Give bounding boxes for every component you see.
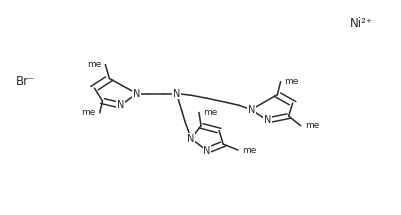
Text: me: me (284, 77, 298, 86)
Text: me: me (304, 121, 318, 130)
Text: Br⁻: Br⁻ (16, 75, 35, 88)
Text: N: N (133, 89, 140, 98)
Text: N: N (247, 105, 254, 115)
Text: me: me (81, 108, 95, 117)
Text: N: N (117, 100, 124, 110)
Text: me: me (241, 146, 256, 155)
Text: N: N (263, 115, 270, 125)
Text: N: N (203, 146, 210, 155)
Text: N: N (187, 134, 194, 144)
Text: N: N (173, 89, 180, 98)
Text: me: me (203, 108, 217, 117)
Text: Ni²⁺: Ni²⁺ (349, 17, 372, 30)
Text: me: me (87, 60, 101, 69)
